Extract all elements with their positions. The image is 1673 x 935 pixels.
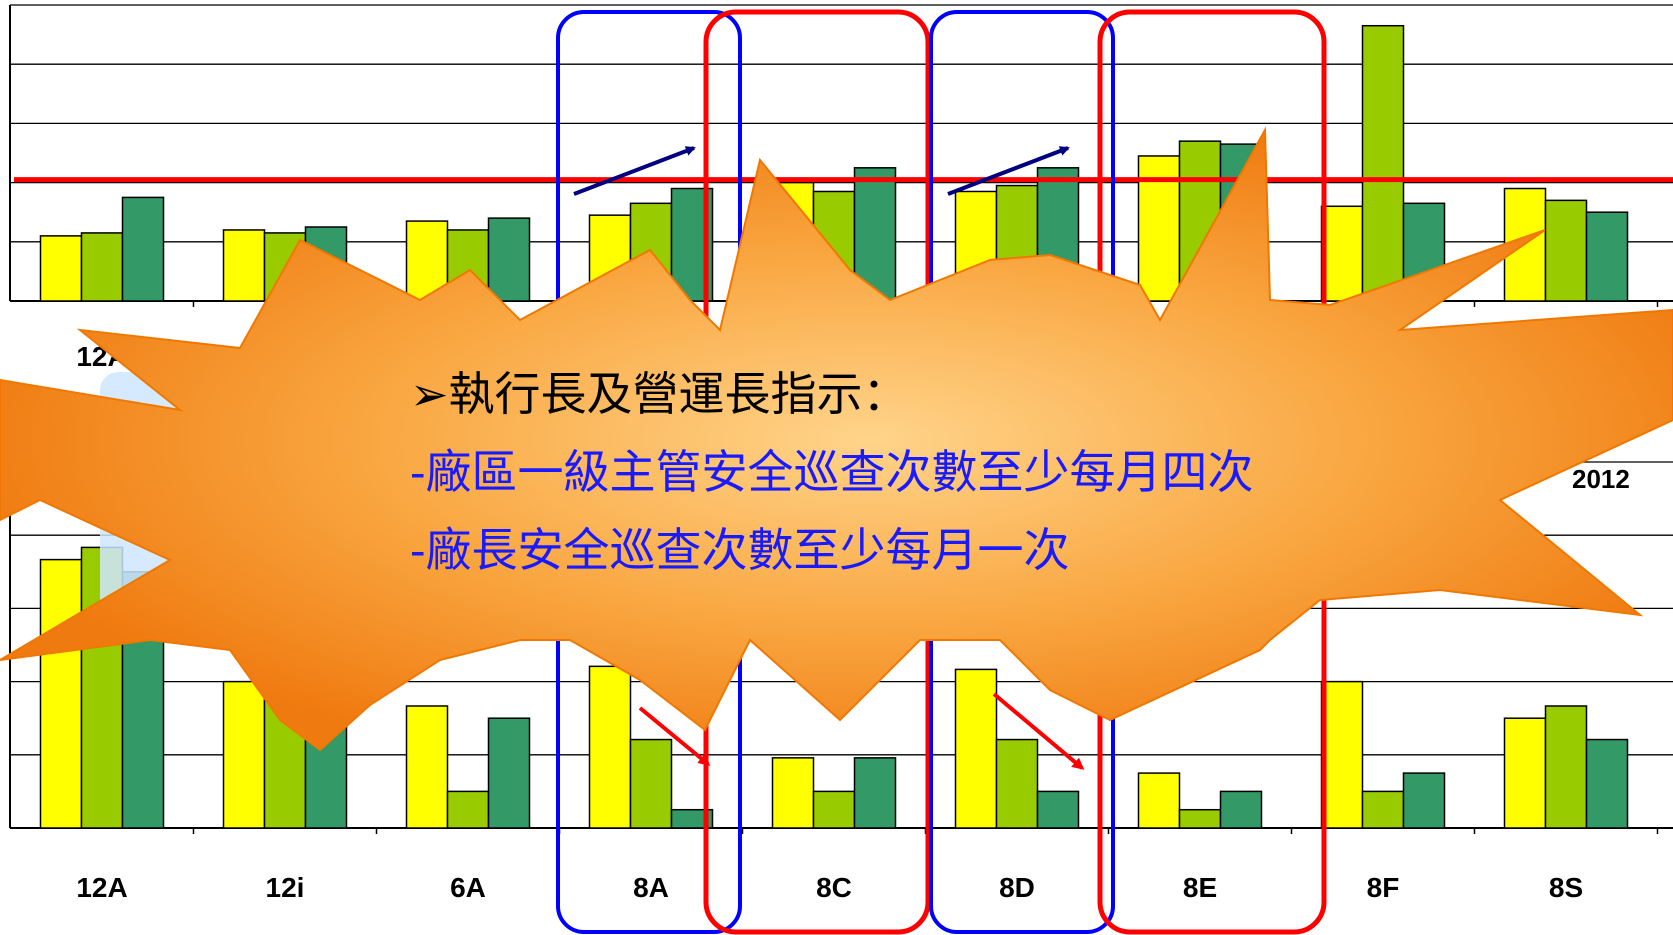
bar-6A-series-2: [446, 790, 490, 829]
down-trend-arrow-8D: [992, 692, 1085, 770]
bottom-chart-bars: [39, 546, 1629, 829]
bar-12A-series-1: [39, 558, 83, 829]
category-label-8F: 8F: [1367, 872, 1400, 903]
down-trend-arrow-8A: [638, 706, 711, 766]
callout-line-1: -廠區一級主管安全巡查次數至少每月四次: [410, 445, 1254, 499]
bar-8E-series-2: [1178, 808, 1222, 829]
bottom-chart-category-labels: 12A 12i 6A 8A 8C 8D 8E 8F 8S: [76, 872, 1583, 903]
category-label-12i: 12i: [266, 872, 305, 903]
bar-6A-series-3: [487, 717, 531, 829]
bar-8F-series-1: [1320, 205, 1364, 302]
bar-8D-series-2: [995, 738, 1039, 829]
bar-8D-series-3: [1036, 790, 1080, 829]
callout-line-2: -廠長安全巡查次數至少每月一次: [410, 523, 1070, 577]
category-label-6A: 6A: [450, 872, 486, 903]
category-label-8S: 8S: [1549, 872, 1583, 903]
bar-8C-series-2: [812, 790, 856, 829]
bar-8A-series-2: [629, 738, 673, 829]
category-label-8D: 8D: [999, 872, 1035, 903]
bar-12A-series-1: [39, 235, 83, 302]
category-label-8A: 8A: [633, 872, 669, 903]
bar-8C-series-3: [853, 757, 897, 829]
bar-8E-series-3: [1219, 790, 1263, 829]
bar-8F-series-2: [1361, 24, 1405, 302]
bar-8S-series-3: [1585, 211, 1629, 302]
bar-8C-series-1: [771, 757, 815, 829]
explosion-burst-shape: [0, 126, 1673, 752]
callout-title: ➢執行長及營運長指示：: [410, 367, 909, 421]
bar-6A-series-1: [405, 705, 449, 829]
bar-12i-series-1: [222, 680, 266, 829]
bar-6A-series-3: [487, 217, 531, 302]
bar-12A-series-3: [121, 196, 165, 302]
up-trend-arrow-8D: [947, 146, 1070, 196]
bar-8F-series-2: [1361, 790, 1405, 829]
bar-8D-series-1: [954, 668, 998, 829]
bar-8A-series-1: [588, 665, 632, 829]
bar-12i-series-1: [222, 229, 266, 302]
bar-8F-series-1: [1320, 680, 1364, 829]
category-label-8C: 8C: [816, 872, 852, 903]
bar-8S-series-2: [1544, 199, 1588, 302]
category-label-8E: 8E: [1183, 872, 1217, 903]
bar-8F-series-3: [1402, 772, 1446, 829]
year-label: 2012: [1572, 464, 1630, 494]
bar-8E-series-1: [1137, 772, 1181, 829]
bottom-bar-chart: 12A 12i 6A 8A 8C 8D 8E 8F 8S: [9, 461, 1673, 903]
bar-12A-series-2: [80, 232, 124, 302]
up-trend-arrow-8A: [573, 146, 696, 196]
explosion-callout: ➢執行長及營運長指示： -廠區一級主管安全巡查次數至少每月四次 -廠長安全巡查次…: [0, 126, 1673, 752]
bar-8A-series-3: [670, 808, 714, 829]
category-label-12A: 12A: [76, 872, 127, 903]
bar-8S-series-2: [1544, 705, 1588, 829]
bar-8S-series-1: [1503, 717, 1547, 829]
bar-8S-series-3: [1585, 738, 1629, 829]
